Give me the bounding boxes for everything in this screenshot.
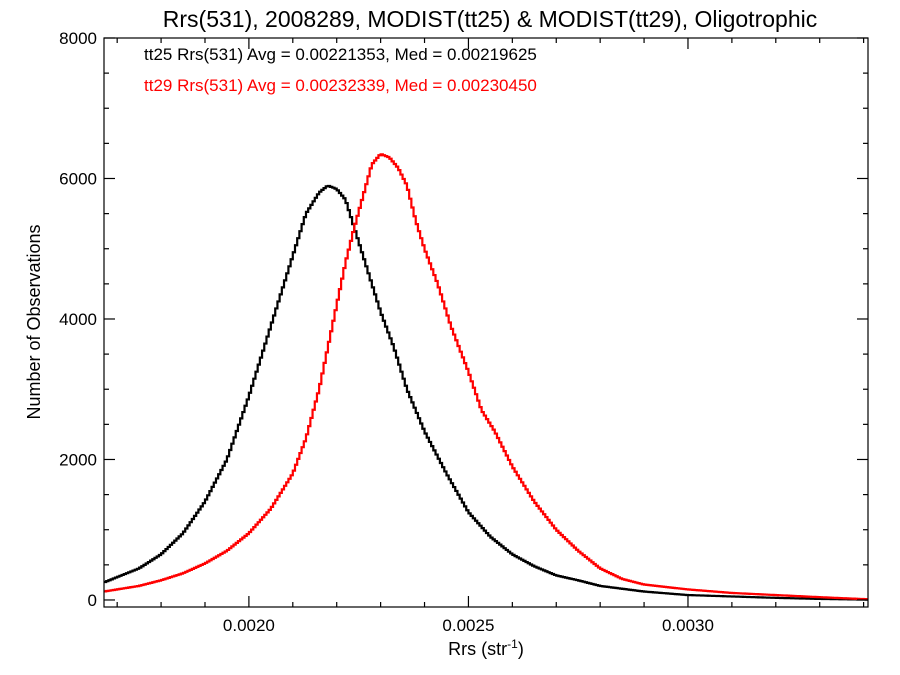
x-tick-label: 0.0030 (662, 616, 714, 635)
y-tick-label: 0 (88, 591, 97, 610)
x-axis-label-superscript: -1 (507, 637, 518, 651)
x-tick-label: 0.0025 (442, 616, 494, 635)
x-axis-label-main: Rrs (str (448, 639, 507, 659)
chart-title: Rrs(531), 2008289, MODIST(tt25) & MODIST… (163, 6, 817, 32)
y-tick-label: 2000 (59, 450, 97, 469)
x-axis-label: Rrs (str-1) (448, 637, 524, 659)
x-tick-label: 0.0020 (223, 616, 275, 635)
y-axis-label: Number of Observations (24, 224, 44, 419)
x-axis-label-end: ) (518, 639, 524, 659)
annotation-tt25: tt25 Rrs(531) Avg = 0.00221353, Med = 0.… (144, 45, 537, 64)
series-line-tt29 (104, 153, 868, 601)
plot-frame (103, 37, 869, 608)
tick-layer: 0.0020 0.0025 0.0030 0 2000 4000 6000 8000 (59, 29, 868, 635)
y-tick-label: 6000 (59, 169, 97, 188)
y-tick-label: 8000 (59, 29, 97, 48)
y-tick-label: 4000 (59, 310, 97, 329)
series-layer (104, 153, 868, 601)
annotation-tt29: tt29 Rrs(531) Avg = 0.00232339, Med = 0.… (144, 76, 537, 95)
series-line-tt25 (104, 184, 868, 601)
